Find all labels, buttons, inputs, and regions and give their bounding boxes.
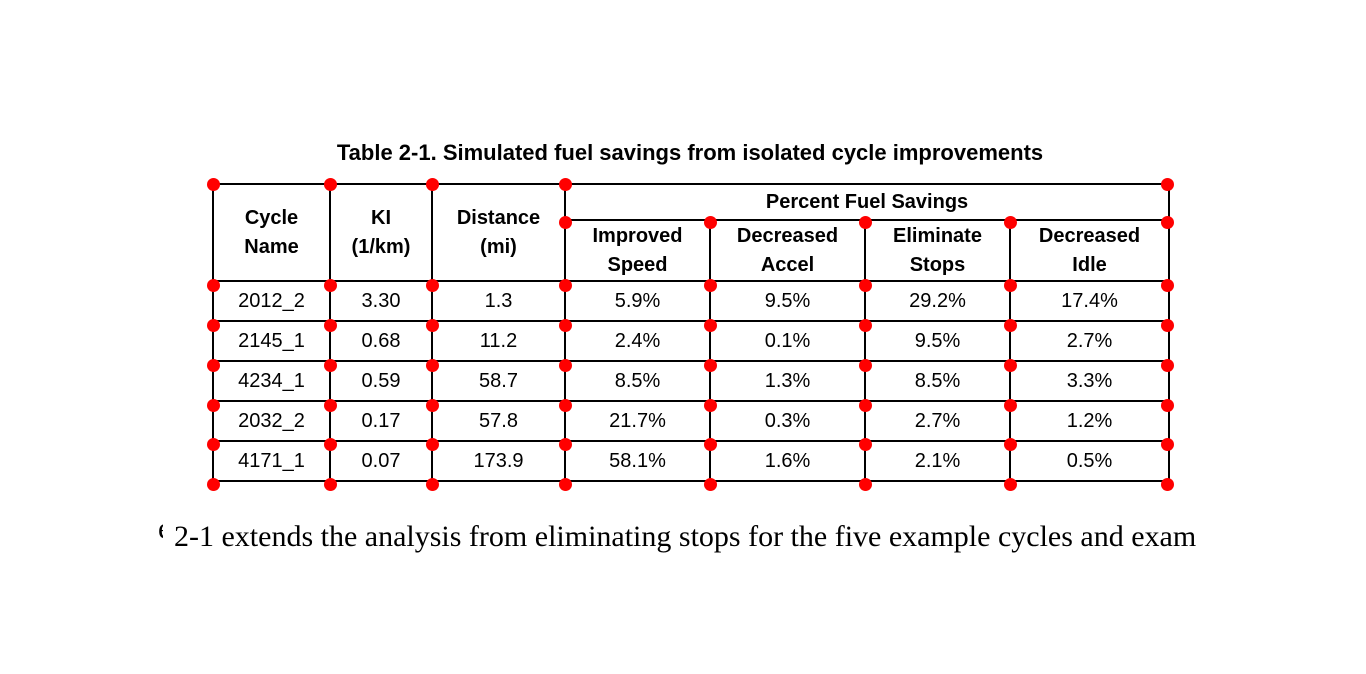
cell-cycle-name: 2032_2 (212, 400, 331, 442)
cell-distance: 11.2 (431, 320, 566, 362)
header-line: Decreased (1038, 224, 1141, 247)
col-header-ki: KI (1/km) (329, 183, 433, 282)
body-text-content: 2-1 extends the analysis from eliminatin… (174, 520, 1197, 553)
cell-ki: 0.59 (329, 360, 433, 402)
cell-distance: 57.8 (431, 400, 566, 442)
cell-distance: 173.9 (431, 440, 566, 482)
clipped-word-fragment: e (158, 512, 163, 546)
cell-decreased-idle: 1.2% (1008, 400, 1171, 442)
cell-decreased-idle: 17.4% (1008, 280, 1171, 322)
cell-eliminate-stops: 29.2% (864, 280, 1011, 322)
header-line: (1/km) (351, 235, 411, 258)
header-line: Name (244, 235, 299, 258)
cell-cycle-name: 2145_1 (212, 320, 331, 362)
cell-decreased-accel: 0.3% (709, 400, 866, 442)
cell-eliminate-stops: 2.1% (864, 440, 1011, 482)
header-line: KI (371, 206, 391, 229)
cell-eliminate-stops: 8.5% (864, 360, 1011, 402)
cell-distance: 1.3 (431, 280, 566, 322)
header-line: Stops (909, 253, 966, 276)
cell-improved-speed: 5.9% (564, 280, 711, 322)
cell-decreased-accel: 9.5% (709, 280, 866, 322)
cell-decreased-idle: 3.3% (1008, 360, 1171, 402)
table-row: 4234_1 0.59 58.7 8.5% 1.3% 8.5% 3.3% (212, 360, 1171, 402)
cell-distance: 58.7 (431, 360, 566, 402)
cell-decreased-accel: 0.1% (709, 320, 866, 362)
cell-cycle-name: 4171_1 (212, 440, 331, 482)
group-header-percent-fuel-savings: Percent Fuel Savings (563, 183, 1171, 221)
header-row-group: Cycle Name KI (1/km) Distance (mi) Perce… (212, 183, 1171, 282)
col-header-distance: Distance (mi) (431, 183, 566, 282)
table-row: 2012_2 3.30 1.3 5.9% 9.5% 29.2% 17.4% (212, 280, 1171, 322)
col-header-improved-speed: Improved Speed (564, 219, 711, 282)
cell-eliminate-stops: 9.5% (864, 320, 1011, 362)
header-line: Distance (456, 206, 541, 229)
header-line: Cycle (244, 206, 299, 229)
cell-decreased-idle: 2.7% (1008, 320, 1171, 362)
cell-decreased-idle: 0.5% (1008, 440, 1171, 482)
cell-improved-speed: 58.1% (564, 440, 711, 482)
cell-cycle-name: 4234_1 (212, 360, 331, 402)
table-row: 2032_2 0.17 57.8 21.7% 0.3% 2.7% 1.2% (212, 400, 1171, 442)
table-row: 4171_1 0.07 173.9 58.1% 1.6% 2.1% 0.5% (212, 440, 1171, 482)
cell-improved-speed: 8.5% (564, 360, 711, 402)
header-line: Speed (607, 253, 668, 276)
header-line: Idle (1072, 253, 1107, 276)
body-text: e 2-1 extends the analysis from eliminati… (158, 512, 1196, 554)
cell-ki: 0.68 (329, 320, 433, 362)
cell-ki: 0.07 (329, 440, 433, 482)
cell-decreased-accel: 1.6% (709, 440, 866, 482)
col-header-eliminate-stops: Eliminate Stops (864, 219, 1011, 282)
header-row-sub: Improved Speed Decreased Accel Eliminate… (213, 219, 1171, 282)
col-header-decreased-idle: Decreased Idle (1008, 219, 1171, 282)
table-caption: Table 2-1. Simulated fuel savings from i… (336, 140, 1044, 165)
cell-eliminate-stops: 2.7% (864, 400, 1011, 442)
cell-cycle-name: 2012_2 (212, 280, 331, 322)
col-header-cycle-name: Cycle Name (212, 183, 331, 282)
cell-ki: 0.17 (329, 400, 433, 442)
header-line: Decreased (736, 224, 839, 247)
cell-decreased-accel: 1.3% (709, 360, 866, 402)
col-header-decreased-accel: Decreased Accel (709, 219, 866, 282)
cell-improved-speed: 2.4% (564, 320, 711, 362)
fuel-savings-table: Cycle Name KI (1/km) Distance (mi) Perce… (212, 183, 1171, 482)
header-line: Eliminate (893, 224, 982, 247)
header-line: (mi) (480, 235, 517, 258)
table-row: 2145_1 0.68 11.2 2.4% 0.1% 9.5% 2.7% (212, 320, 1171, 362)
cell-improved-speed: 21.7% (564, 400, 711, 442)
header-line: Accel (760, 253, 815, 276)
header-line: Improved (592, 224, 683, 247)
cell-ki: 3.30 (329, 280, 433, 322)
